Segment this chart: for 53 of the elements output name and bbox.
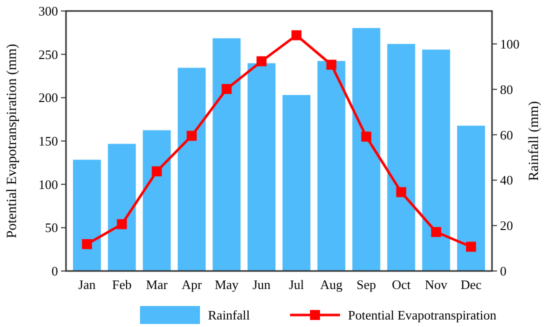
point — [326, 60, 336, 70]
bar — [422, 50, 450, 271]
point — [82, 239, 92, 250]
x-tick-label: Feb — [112, 277, 132, 292]
bar — [457, 126, 486, 271]
legend-label: Potential Evapotranspiration — [348, 308, 497, 323]
point — [361, 132, 372, 142]
point — [116, 219, 127, 230]
bar — [142, 130, 171, 271]
point — [431, 227, 442, 237]
y2-tick-label: 20 — [500, 218, 513, 234]
y-tick-label: 50 — [45, 220, 58, 236]
point — [222, 84, 232, 94]
point — [152, 166, 162, 176]
y-tick-label: 0 — [52, 264, 58, 279]
y-axis-title: Potential Evapotranspiration (mm) — [5, 43, 20, 238]
y-tick-label: 200 — [38, 90, 58, 106]
y2-tick-label: 40 — [500, 172, 513, 188]
point — [256, 56, 267, 66]
x-tick-label: Jan — [78, 277, 96, 292]
x-tick-label: Oct — [392, 277, 411, 292]
x-tick-label: Nov — [424, 277, 448, 292]
y-tick-label: 250 — [38, 46, 58, 62]
bar — [72, 160, 101, 271]
legend-label: Rainfall — [208, 308, 250, 323]
bar — [352, 28, 380, 271]
x-tick-label: Mar — [146, 277, 168, 292]
y-tick-label: 300 — [38, 4, 58, 19]
point — [291, 30, 302, 40]
y2-tick-label: 100 — [500, 36, 520, 52]
x-tick-label: May — [214, 277, 240, 292]
y2-axis-title: Rainfall (mm) — [527, 100, 542, 181]
y-tick-label: 150 — [38, 134, 58, 149]
point — [466, 242, 476, 252]
bar — [212, 38, 241, 271]
bar — [178, 68, 206, 271]
x-tick-label: Apr — [182, 277, 202, 292]
bar — [108, 144, 136, 271]
y2-tick-label: 80 — [500, 82, 513, 97]
x-tick-label: Jul — [288, 277, 304, 292]
y2-tick-label: 0 — [500, 264, 506, 279]
bar — [248, 63, 276, 271]
x-tick-label: Dec — [460, 277, 482, 292]
point — [186, 130, 197, 141]
x-tick-label: Aug — [320, 277, 344, 292]
bar — [317, 60, 346, 271]
y-tick-label: 100 — [38, 176, 58, 192]
x-tick-label: Jun — [252, 277, 272, 292]
point — [396, 187, 406, 198]
y2-tick-label: 60 — [500, 127, 513, 142]
x-tick-label: Sep — [356, 277, 376, 292]
bar — [387, 44, 416, 271]
bar — [282, 95, 310, 271]
